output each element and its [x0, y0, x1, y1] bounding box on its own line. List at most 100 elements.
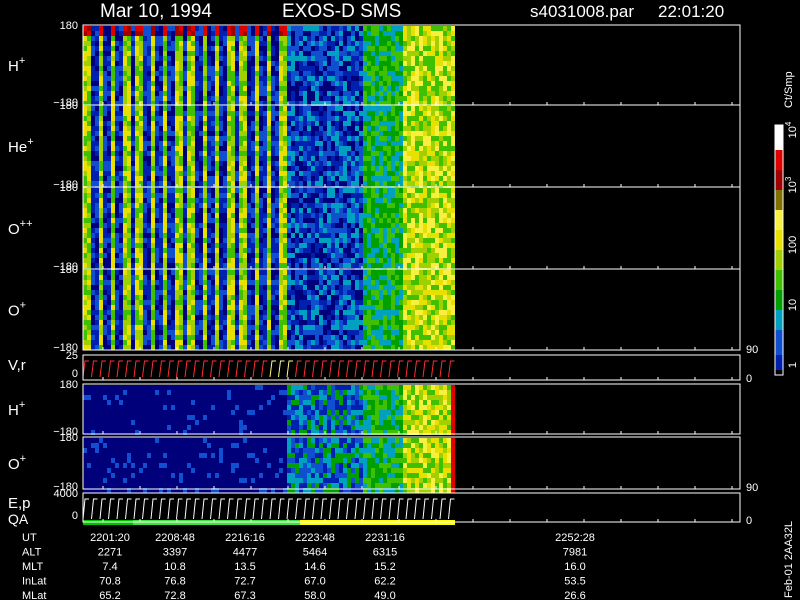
spectrogram-cell: [367, 203, 371, 208]
spectrogram-cell: [191, 76, 195, 81]
spectrogram-cell: [207, 121, 211, 126]
spectrogram-cell: [135, 315, 139, 320]
spectrogram-cell: [179, 126, 183, 131]
spectrogram-cell: [435, 81, 439, 86]
spectrogram-cell: [95, 46, 99, 51]
spectrogram-cell: [247, 131, 251, 136]
spectrogram-cell: [187, 31, 191, 36]
spectrogram-cell: [191, 188, 195, 193]
spectrogram-cell: [311, 228, 315, 233]
spectrogram-cell: [123, 146, 127, 151]
spectrogram-cell: [283, 156, 287, 161]
spectrogram-cell: [203, 96, 207, 101]
spectrogram-cell: [387, 116, 391, 121]
spectrogram-cell: [111, 51, 115, 56]
spectrogram-cell: [311, 81, 315, 86]
spectrogram-cell: [303, 121, 307, 126]
spectrogram-cell: [239, 71, 243, 76]
spectrogram-cell: [295, 66, 299, 71]
spectrogram-cell: [131, 295, 135, 300]
spectrogram-cell: [171, 136, 175, 141]
spectrogram-cell: [191, 263, 195, 268]
spectrogram-cell: [307, 106, 311, 111]
spectrogram-cell: [443, 146, 447, 151]
spectrogram-cell: [251, 91, 255, 96]
spectrogram-cell: [187, 126, 191, 131]
spectrogram-cell: [127, 66, 131, 71]
spectrogram-cell: [195, 131, 199, 136]
spectrogram-cell: [131, 36, 135, 41]
spectrogram-cell: [423, 141, 427, 146]
spectrogram-cell: [379, 218, 383, 223]
spectrogram-cell: [115, 280, 119, 285]
spectrogram-cell: [231, 193, 235, 198]
spectrogram-cell: [87, 86, 91, 91]
spectrogram-cell: [303, 51, 307, 56]
spectrogram-cell: [311, 151, 315, 156]
spectrogram-cell: [447, 248, 451, 253]
spectrogram-cell: [287, 101, 291, 106]
spectrogram-cell: [279, 218, 283, 223]
spectrogram-cell: [107, 86, 111, 91]
spectrogram-cell: [371, 228, 375, 233]
spectrogram-cell: [83, 66, 87, 71]
spectrogram-cell: [395, 41, 399, 46]
spectrogram-cell: [119, 253, 123, 258]
spectrogram-cell: [399, 121, 403, 126]
spectrogram-cell: [95, 76, 99, 81]
spectrogram-cell: [255, 258, 259, 263]
spectrogram-cell: [95, 121, 99, 126]
spectrogram-cell: [163, 295, 167, 300]
spectrogram-cell: [251, 203, 255, 208]
spectrogram-cell: [223, 253, 227, 258]
spectrogram-cell: [83, 208, 87, 213]
spectrogram-cell: [251, 171, 255, 176]
spectrogram-cell: [167, 295, 171, 300]
spectrogram-cell: [263, 91, 267, 96]
spectrogram-cell: [355, 81, 359, 86]
spectrogram-cell: [215, 161, 219, 166]
spectrogram-cell: [207, 258, 211, 263]
spectrogram-cell: [159, 325, 163, 330]
spectrogram-cell: [131, 141, 135, 146]
spectrogram-cell: [383, 76, 387, 81]
spectrogram-cell: [391, 101, 395, 106]
spectrogram-cell: [203, 258, 207, 263]
spectrogram-cell: [315, 166, 319, 171]
spectrogram-cell: [223, 203, 227, 208]
spectrogram-cell: [187, 198, 191, 203]
spectrogram-cell: [199, 101, 203, 106]
spectrogram-cell: [91, 31, 95, 36]
spectrogram-cell: [411, 243, 415, 248]
spectrogram-cell: [239, 151, 243, 156]
spectrogram-cell: [99, 41, 103, 46]
spectrogram-cell: [431, 161, 435, 166]
spectrogram-cell: [103, 111, 107, 116]
spectrogram-cell: [235, 166, 239, 171]
spectrogram-cell: [283, 126, 287, 131]
spectrogram-cell: [227, 258, 231, 263]
spectrogram-cell: [255, 91, 259, 96]
spectrogram-cell: [263, 126, 267, 131]
spectrogram-cell: [347, 126, 351, 131]
spectrogram-cell: [407, 31, 411, 36]
spectrogram-cell: [347, 188, 351, 193]
spectrogram-cell: [211, 176, 215, 181]
spectrogram-cell: [427, 166, 431, 171]
spectrogram-cell: [447, 136, 451, 141]
spectrogram-cell: [443, 188, 447, 193]
spectrogram-cell: [135, 76, 139, 81]
spectrogram-cell: [183, 116, 187, 121]
spectrogram-cell: [247, 218, 251, 223]
spectrogram-cell: [107, 320, 111, 325]
spectrogram-cell: [431, 243, 435, 248]
spectrogram-cell: [351, 66, 355, 71]
spectrogram-cell: [95, 81, 99, 86]
spectrogram-cell: [131, 176, 135, 181]
spectrogram-cell: [395, 56, 399, 61]
spectrogram-cell: [119, 126, 123, 131]
spectrogram-cell: [135, 156, 139, 161]
spectrogram-cell: [307, 91, 311, 96]
spectrogram-cell: [379, 193, 383, 198]
spectrogram-cell: [275, 171, 279, 176]
